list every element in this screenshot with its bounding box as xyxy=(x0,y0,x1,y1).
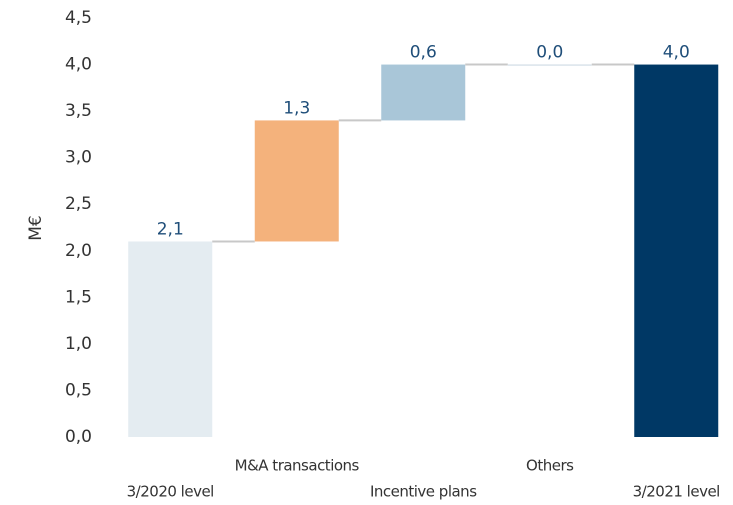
bar xyxy=(507,64,592,66)
value-label: 1,3 xyxy=(283,98,310,118)
bar xyxy=(634,64,719,438)
bar xyxy=(128,241,213,437)
y-tick-label: 0,0 xyxy=(65,427,92,447)
y-tick-label: 2,0 xyxy=(65,241,92,261)
y-tick-label: 3,5 xyxy=(65,101,92,121)
y-tick-label: 4,0 xyxy=(65,55,92,75)
y-tick-label: 1,5 xyxy=(65,287,92,307)
x-tick-label: 3/2021 level xyxy=(633,483,720,501)
value-label: 0,0 xyxy=(536,43,563,63)
x-tick-label: M&A transactions xyxy=(235,457,360,475)
y-axis-label: M€ xyxy=(26,215,46,240)
y-tick-label: 4,5 xyxy=(65,8,92,28)
value-label: 4,0 xyxy=(663,43,690,63)
y-tick-label: 1,0 xyxy=(65,334,92,354)
value-label: 2,1 xyxy=(157,219,184,239)
x-tick-label: Others xyxy=(526,457,574,475)
x-tick-label: 3/2020 level xyxy=(127,483,214,501)
y-tick-label: 0,5 xyxy=(65,380,92,400)
bar xyxy=(254,120,339,242)
value-label: 0,6 xyxy=(410,43,437,63)
x-tick-label: Incentive plans xyxy=(370,483,477,501)
y-tick-label: 2,5 xyxy=(65,194,92,214)
y-tick-label: 3,0 xyxy=(65,148,92,168)
bar xyxy=(381,64,466,121)
